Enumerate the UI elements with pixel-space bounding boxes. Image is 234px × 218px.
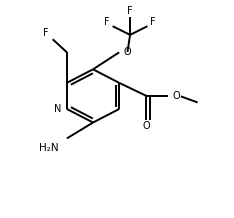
Text: O: O <box>173 91 180 101</box>
Text: H₂N: H₂N <box>39 143 58 153</box>
Text: F: F <box>104 17 110 27</box>
Text: N: N <box>54 104 61 114</box>
Text: F: F <box>43 28 49 38</box>
Text: O: O <box>123 47 131 57</box>
Text: O: O <box>143 121 150 131</box>
Text: F: F <box>127 6 133 16</box>
Text: F: F <box>150 17 156 27</box>
